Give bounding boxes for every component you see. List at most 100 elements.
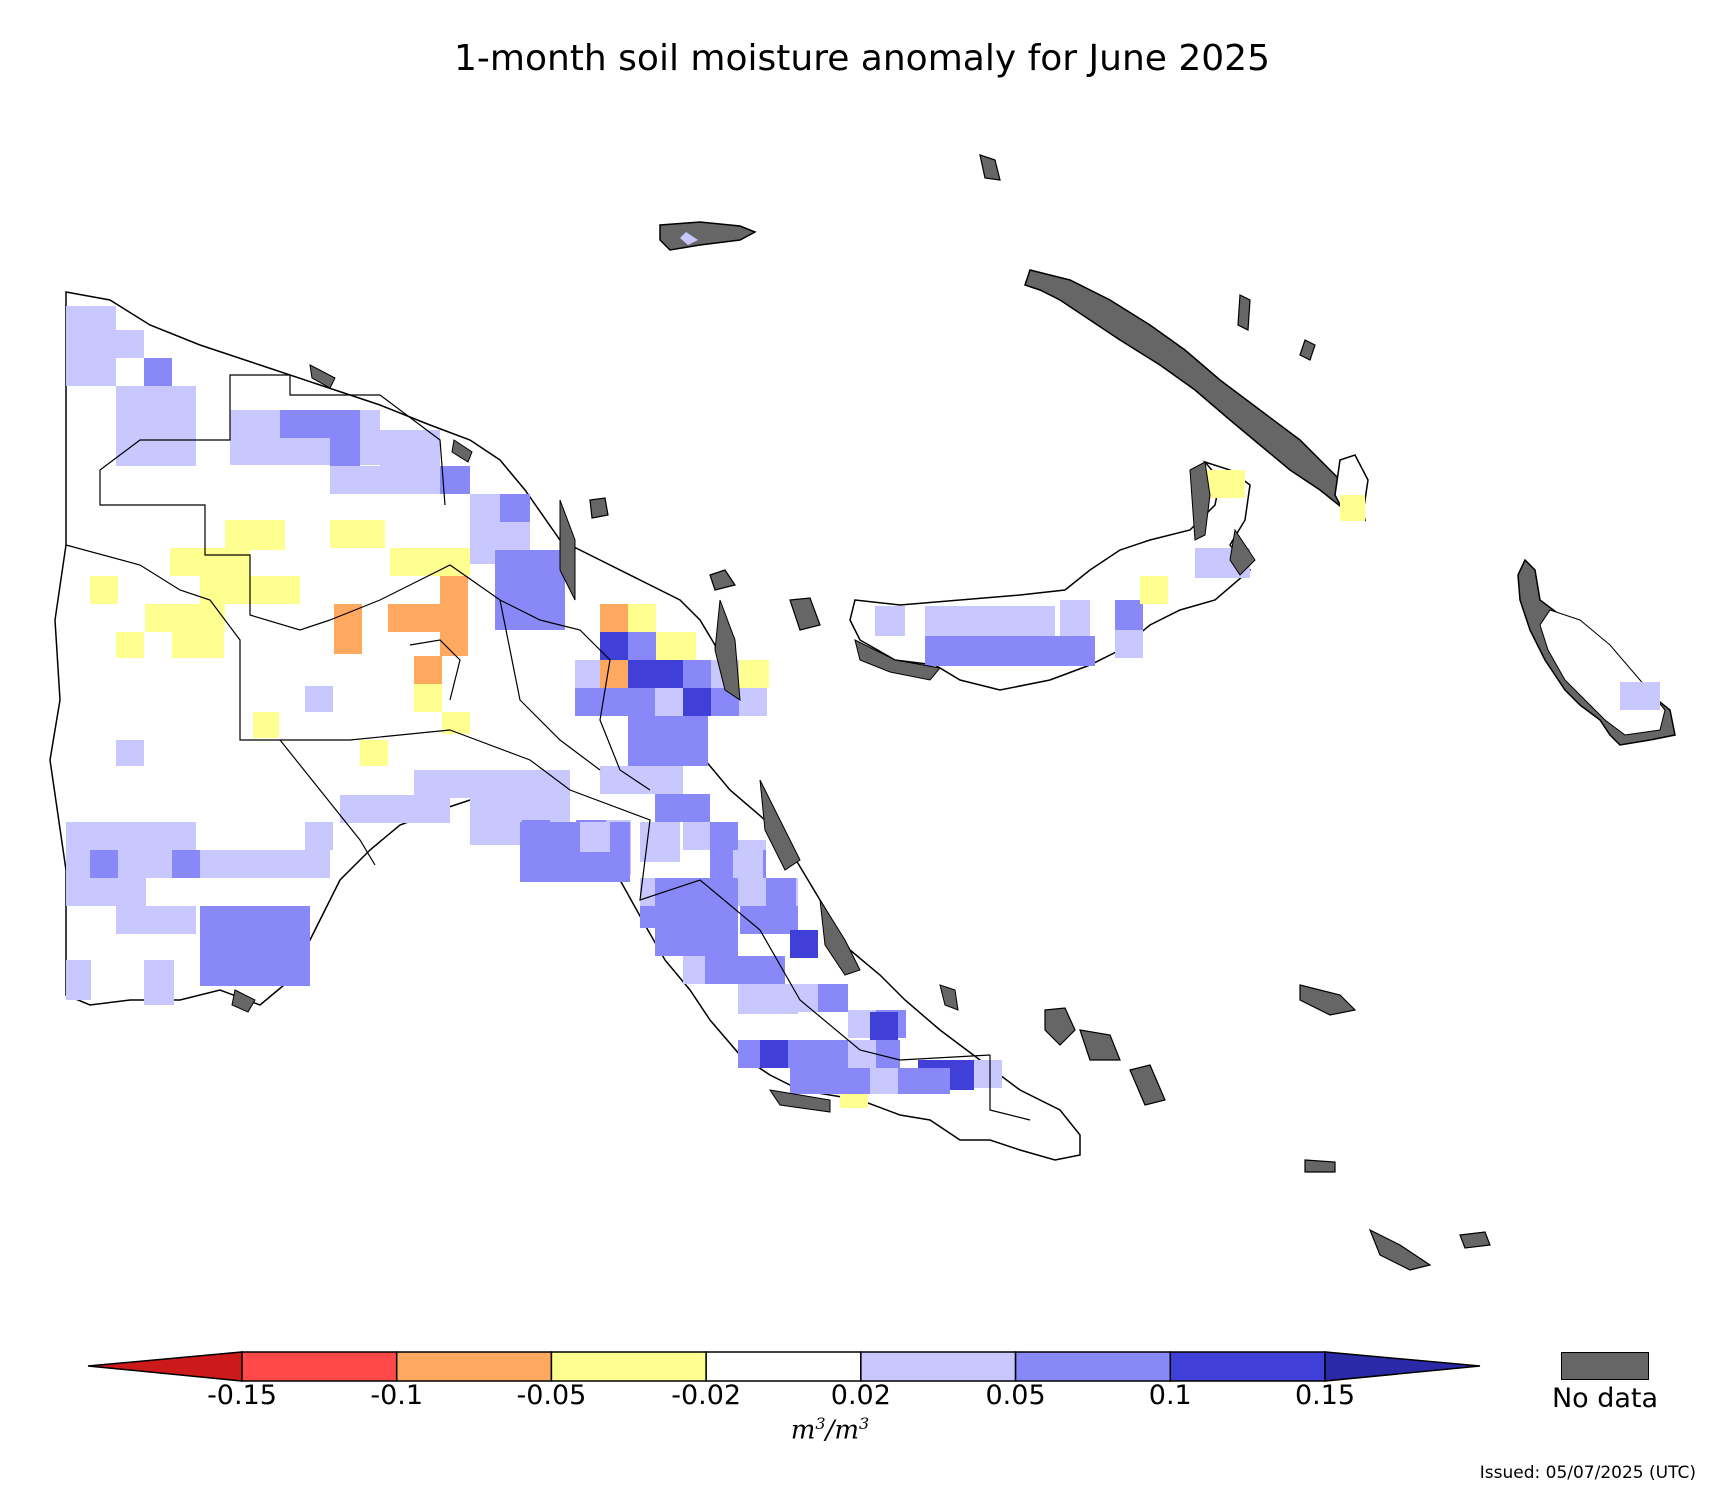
cell-anomaly [575, 660, 600, 688]
cell-anomaly [380, 430, 440, 466]
cell-anomaly [739, 688, 767, 716]
cell-anomaly [145, 604, 225, 632]
cell-anomaly [683, 688, 711, 716]
colorbar-segment [1169, 1351, 1326, 1382]
colorbar-segment [860, 1351, 1017, 1382]
cell-anomaly [710, 822, 738, 850]
cell-anomaly [600, 632, 628, 660]
colorbar-tick-label: 0.15 [1294, 1380, 1356, 1411]
cell-anomaly [414, 656, 442, 684]
cell-anomaly [683, 660, 711, 688]
cell-anomaly [170, 548, 250, 576]
cell-anomaly [495, 550, 565, 630]
cell-anomaly [390, 548, 470, 576]
cell-anomaly [1115, 600, 1143, 630]
cell-anomaly [414, 684, 442, 712]
cell-anomaly [1340, 495, 1365, 521]
colorbar-tick-label: 0.05 [985, 1380, 1046, 1411]
cell-anomaly [600, 660, 628, 688]
milne-bay-islands [589, 154, 1491, 1271]
cell-anomaly [116, 740, 144, 766]
cell-anomaly [818, 984, 848, 1012]
cell-anomaly [739, 660, 769, 688]
colorbar [87, 1351, 1481, 1382]
cell-anomaly [172, 632, 224, 658]
cell-anomaly [628, 660, 683, 688]
colorbar-tick-label: -0.02 [671, 1380, 742, 1411]
cell-anomaly [766, 878, 796, 906]
issued-date: Issued: 05/07/2025 (UTC) [1479, 1463, 1696, 1483]
cell-anomaly [870, 1012, 898, 1042]
cell-anomaly [334, 604, 362, 654]
colorbar-segment [550, 1351, 707, 1382]
cell-anomaly [1115, 630, 1143, 658]
cell-anomaly [500, 494, 530, 522]
cell-anomaly [790, 1040, 900, 1068]
cell-anomaly [1060, 600, 1090, 636]
cell-anomaly [90, 850, 118, 878]
cell-anomaly [740, 906, 798, 934]
cell-anomaly [66, 822, 196, 850]
cell-anomaly [440, 576, 468, 656]
cell-anomaly [116, 906, 196, 934]
colorbar-arrow-high [1324, 1351, 1481, 1382]
cell-anomaly [974, 1060, 1002, 1088]
cell-anomaly [600, 604, 628, 632]
cell-anomaly [655, 928, 738, 956]
cell-anomaly [656, 632, 696, 660]
cell-anomaly [440, 466, 470, 494]
cell-anomaly [414, 770, 470, 798]
nodata-new-britain [854, 461, 1256, 681]
cell-anomaly [580, 822, 610, 852]
colorbar-tick-label: -0.15 [207, 1380, 277, 1411]
cell-anomaly [628, 716, 708, 766]
cell-anomaly [628, 632, 656, 660]
colorbar-tick-label: -0.1 [370, 1380, 424, 1411]
cell-anomaly [330, 438, 360, 466]
cell-anomaly [66, 850, 182, 878]
colorbar-segment [241, 1351, 398, 1382]
cell-anomaly [280, 410, 360, 438]
cell-anomaly [738, 984, 798, 1014]
colorbar-units: m3/m3 [790, 1414, 870, 1446]
cell-anomaly [388, 604, 448, 632]
mainland-outline [49, 291, 1081, 1161]
cell-anomaly [66, 306, 116, 386]
cell-anomaly [790, 984, 818, 1012]
cell-anomaly [875, 606, 905, 636]
cell-anomaly [870, 1068, 898, 1094]
colorbar-segment [705, 1351, 862, 1382]
nodata-legend-swatch [1561, 1352, 1649, 1380]
cell-anomaly [628, 766, 683, 794]
cell-anomaly [90, 576, 118, 604]
anomaly-cells-mainland [66, 306, 1002, 1108]
cell-anomaly [1140, 576, 1168, 604]
cell-anomaly [790, 930, 818, 958]
cell-anomaly [253, 712, 279, 738]
new-ireland-outline [1024, 269, 1367, 522]
cell-anomaly [760, 1040, 788, 1068]
cell-anomaly [200, 906, 310, 986]
cell-anomaly [66, 878, 146, 906]
cell-anomaly [116, 330, 144, 358]
cell-anomaly [733, 850, 763, 878]
nodata-areas [231, 364, 959, 1113]
nodata-legend-label: No data [1551, 1383, 1659, 1414]
cell-anomaly [705, 956, 785, 984]
cell-anomaly [116, 632, 144, 658]
colorbar-tick-label: 0.02 [830, 1380, 891, 1411]
colorbar-tick-label: -0.05 [516, 1380, 587, 1411]
cell-anomaly [330, 520, 385, 548]
cell-anomaly [144, 358, 172, 386]
map-title: 1-month soil moisture anomaly for June 2… [454, 38, 1270, 79]
cell-anomaly [925, 636, 1095, 666]
cell-anomaly [925, 606, 1055, 636]
cell-anomaly [628, 604, 656, 632]
cell-anomaly [655, 794, 710, 822]
cell-anomaly [680, 232, 698, 245]
cell-anomaly [1620, 682, 1660, 710]
cell-anomaly [520, 822, 630, 882]
cell-anomaly [116, 386, 196, 466]
colorbar-segment [1014, 1351, 1172, 1382]
colorbar-tick-label: 0.1 [1148, 1380, 1192, 1411]
